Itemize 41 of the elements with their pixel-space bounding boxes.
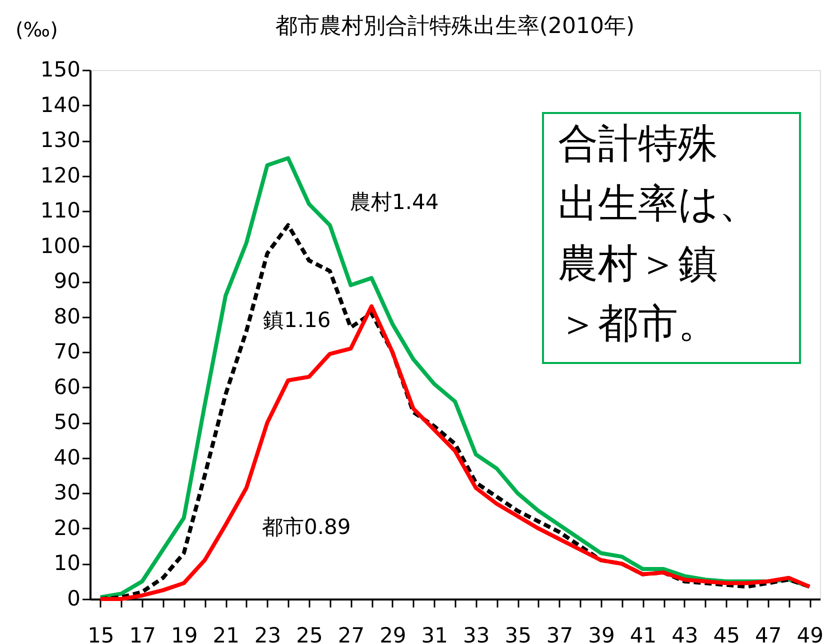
series-label: 都市0.89: [262, 515, 351, 539]
x-tick-label: 15: [88, 624, 114, 644]
y-tick-label: 20: [54, 516, 80, 540]
y-tick-label: 150: [40, 58, 80, 82]
y-tick-label: 90: [54, 269, 80, 294]
x-tick-label: 35: [504, 624, 532, 644]
y-tick-label: 0: [67, 586, 80, 610]
y-tick-label: 60: [54, 374, 80, 399]
series-label: 鎮1.16: [263, 308, 331, 332]
series-label: 農村1.44: [350, 190, 439, 214]
y-tick-label: 120: [40, 163, 80, 188]
y-tick-label: 80: [54, 304, 80, 328]
x-tick-label: 37: [546, 624, 574, 644]
chart-title: 都市農村別合計特殊出生率(2010年): [275, 14, 635, 39]
x-tick-label: 43: [672, 624, 698, 644]
annotation: 合計特殊出生率は、農村＞鎮＞都市。: [558, 121, 759, 347]
x-tick-label: 41: [630, 624, 657, 644]
y-tick-label: 140: [40, 92, 80, 117]
y-tick-label: 50: [54, 410, 80, 434]
x-tick-label: 45: [713, 624, 740, 644]
y-axis-title: (‰): [16, 18, 58, 42]
line-series: [98, 304, 812, 601]
x-tick-label: 47: [754, 624, 782, 644]
x-tick-label: 29: [380, 624, 406, 644]
x-tick-label: 27: [338, 624, 365, 644]
x-tick-label: 39: [588, 624, 615, 644]
y-tick-label: 40: [54, 445, 80, 470]
x-tick-label: 31: [421, 624, 448, 644]
x-tick-label: 23: [254, 624, 282, 644]
y-tick-label: 70: [54, 340, 80, 364]
y-tick-label: 100: [40, 234, 80, 258]
x-tick-label: 49: [796, 624, 824, 644]
x-tick-label: 33: [462, 624, 490, 644]
y-tick-label: 30: [54, 480, 80, 505]
y-tick-label: 130: [40, 128, 80, 152]
x-tick-label: 17: [129, 624, 156, 644]
x-tick-label: 19: [170, 624, 198, 644]
y-tick-label: 10: [54, 551, 80, 576]
x-tick-label: 21: [212, 624, 240, 644]
y-tick-label: 110: [40, 198, 80, 223]
x-tick-label: 25: [296, 624, 323, 644]
